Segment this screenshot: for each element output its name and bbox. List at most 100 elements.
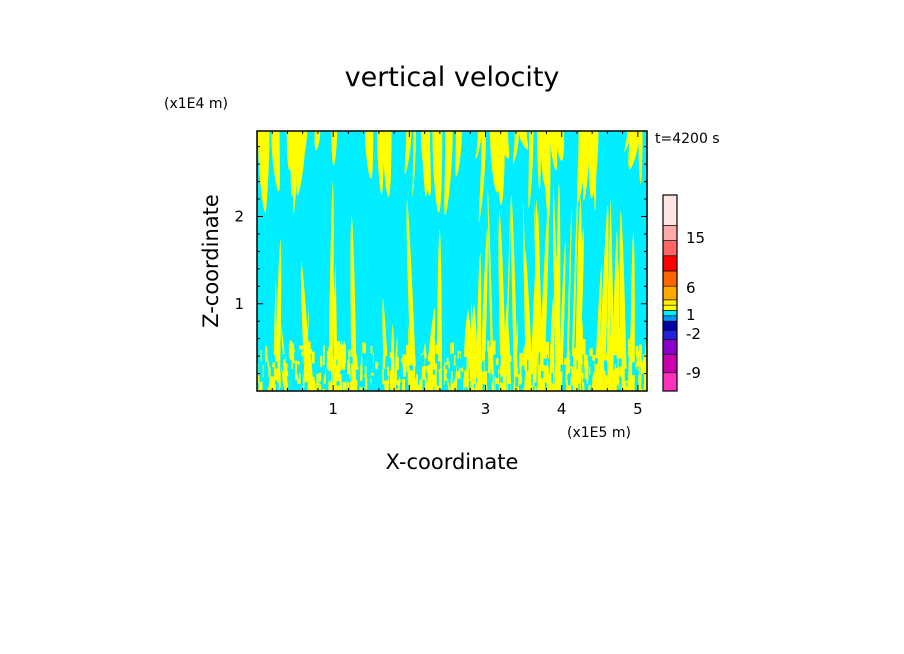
x-tick-label: 4 <box>557 400 567 418</box>
positive-velocity-streak <box>432 131 443 213</box>
positive-velocity-cell <box>331 361 335 372</box>
x-unit-label: (x1E5 m) <box>567 425 631 441</box>
positive-velocity-cell <box>343 380 347 391</box>
positive-velocity-cell <box>389 370 393 390</box>
positive-velocity-cell <box>410 368 415 379</box>
negative-velocity-cell <box>618 388 622 391</box>
colorbar-segment <box>662 270 678 287</box>
negative-velocity-cell <box>603 360 608 371</box>
positive-velocity-cell <box>395 357 399 370</box>
colorbar-segment <box>662 304 678 311</box>
positive-velocity-cell <box>411 356 416 374</box>
negative-velocity-cell <box>323 384 327 390</box>
negative-velocity-cell <box>264 373 268 380</box>
positive-velocity-cell <box>553 364 555 378</box>
negative-velocity-cell <box>624 368 629 381</box>
x-axis-ticks: 1 2 3 4 5 <box>271 131 643 418</box>
negative-velocity-cell <box>637 370 640 375</box>
positive-velocity-plume <box>275 239 282 391</box>
positive-velocity-streak <box>382 131 392 197</box>
positive-velocity-cell <box>494 376 498 391</box>
positive-velocity-cell <box>636 350 640 371</box>
positive-velocity-cell <box>268 368 271 377</box>
negative-velocity-cell <box>613 357 615 370</box>
negative-velocity-cell <box>613 355 617 364</box>
colorbar-segment <box>662 225 678 241</box>
positive-velocity-cell <box>504 342 508 351</box>
positive-velocity-cell <box>576 372 579 382</box>
positive-velocity-cell <box>585 369 589 384</box>
negative-velocity-cell <box>426 372 428 383</box>
negative-velocity-cell <box>436 372 439 386</box>
positive-velocity-cell <box>501 362 503 369</box>
positive-velocity-plume <box>536 360 545 391</box>
positive-velocity-cell <box>604 380 607 391</box>
positive-velocity-cell <box>283 370 288 377</box>
x-tick-label: 5 <box>633 400 643 418</box>
negative-velocity-cell <box>618 358 622 367</box>
x-axis-label: X-coordinate <box>386 450 519 474</box>
negative-velocity-cell <box>578 383 580 391</box>
positive-velocity-cell <box>638 374 641 391</box>
positive-velocity-plume <box>611 230 618 391</box>
negative-velocity-cell <box>355 369 359 381</box>
colorbar-label: 1 <box>686 306 696 324</box>
negative-velocity-cell <box>619 377 622 386</box>
positive-velocity-cell <box>352 372 355 379</box>
positive-velocity-cell <box>559 348 563 369</box>
positive-velocity-cell <box>264 346 268 367</box>
positive-velocity-streak <box>528 131 534 208</box>
negative-velocity-cell <box>424 358 429 367</box>
positive-velocity-cell <box>609 373 614 381</box>
positive-velocity-cell <box>580 370 582 378</box>
negative-velocity-cell <box>276 382 279 391</box>
positive-velocity-cell <box>487 361 491 379</box>
positive-velocity-cell <box>572 383 575 391</box>
plot-area <box>256 130 648 392</box>
negative-velocity-cell <box>379 356 382 368</box>
chart-title: vertical velocity <box>345 62 560 93</box>
positive-velocity-cell <box>592 377 596 391</box>
positive-velocity-plume <box>463 316 469 391</box>
x-tick-label: 1 <box>328 400 338 418</box>
negative-velocity-cell <box>420 355 422 363</box>
positive-velocity-cell <box>573 348 577 366</box>
negative-velocity-cell <box>456 358 460 372</box>
positive-velocity-cell <box>526 360 531 373</box>
negative-velocity-cell <box>498 354 501 366</box>
positive-velocity-cell <box>306 379 310 391</box>
positive-velocity-streak <box>314 131 321 151</box>
colorbar-segment <box>662 299 678 306</box>
positive-velocity-cell <box>618 370 623 375</box>
positive-velocity-streak <box>544 131 551 222</box>
negative-velocity-cell <box>641 373 645 385</box>
negative-velocity-cell <box>336 381 340 386</box>
negative-velocity-cell <box>560 364 564 372</box>
positive-velocity-cell <box>470 375 475 391</box>
positive-velocity-cell <box>309 348 313 354</box>
positive-velocity-plume <box>467 309 477 391</box>
positive-velocity-cell <box>450 343 452 354</box>
negative-velocity-cell <box>395 385 398 389</box>
y-tick-label: 1 <box>234 295 244 313</box>
negative-velocity-cell <box>567 373 571 386</box>
positive-velocity-cell <box>352 348 355 359</box>
negative-velocity-cell <box>534 382 537 387</box>
positive-velocity-streak <box>638 131 643 185</box>
negative-velocity-cell <box>445 352 447 363</box>
negative-velocity-cell <box>287 387 291 391</box>
colorbar-segment <box>662 310 678 317</box>
positive-velocity-cell <box>283 355 286 369</box>
negative-velocity-cell <box>349 356 353 364</box>
positive-velocity-cell <box>548 374 550 383</box>
positive-velocity-cell <box>575 363 577 369</box>
positive-velocity-cell <box>448 357 450 370</box>
positive-velocity-cell <box>309 356 311 365</box>
positive-velocity-cell <box>639 374 643 391</box>
positive-velocity-plume <box>504 195 512 391</box>
positive-velocity-cell <box>406 345 410 365</box>
negative-velocity-cell <box>582 378 586 383</box>
positive-velocity-cell <box>307 365 310 370</box>
negative-velocity-cell <box>372 354 374 364</box>
negative-velocity-cell <box>468 381 471 388</box>
